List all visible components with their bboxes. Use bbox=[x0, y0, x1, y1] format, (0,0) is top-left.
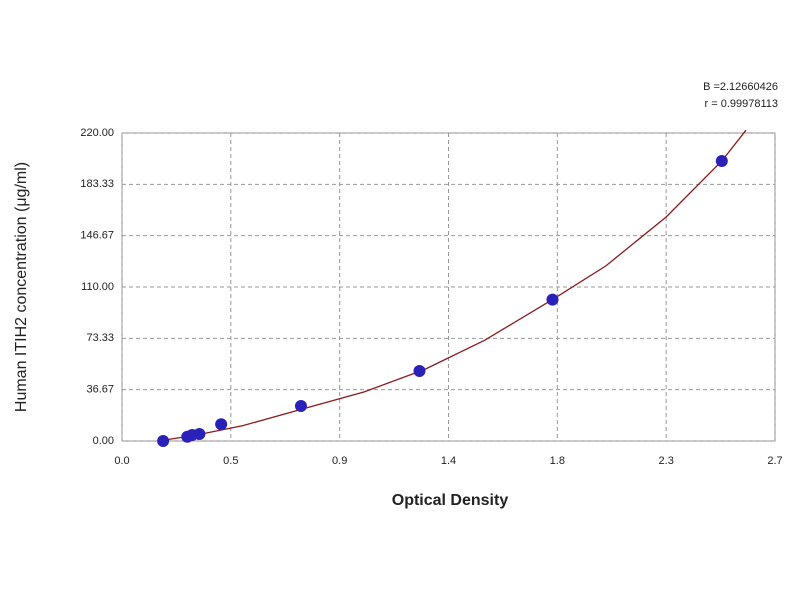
y-tick-label: 0.00 bbox=[93, 435, 114, 447]
x-axis-title: Optical Density bbox=[392, 492, 509, 509]
data-point bbox=[157, 435, 170, 447]
fit-curve bbox=[158, 129, 747, 442]
x-tick-label: 2.7 bbox=[767, 455, 782, 467]
data-point bbox=[413, 365, 426, 377]
y-tick-label: 183.33 bbox=[80, 178, 114, 190]
y-tick-label: 36.67 bbox=[86, 384, 114, 396]
annotation: r = 0.99978113 bbox=[705, 98, 779, 110]
x-tick-label: 0.0 bbox=[114, 455, 129, 467]
y-axis-title: Human ITIH2 concentration (μg/ml) bbox=[13, 162, 30, 412]
data-point bbox=[294, 400, 307, 412]
y-tick-label: 220.00 bbox=[80, 127, 114, 139]
x-tick-label: 1.8 bbox=[550, 455, 565, 467]
data-point bbox=[715, 155, 728, 167]
y-tick-label: 146.67 bbox=[80, 230, 114, 242]
data-point bbox=[193, 428, 206, 440]
x-tick-label: 2.3 bbox=[659, 455, 674, 467]
annotation: B =2.12660426 bbox=[703, 81, 778, 93]
y-tick-label: 73.33 bbox=[86, 332, 114, 344]
x-tick-label: 0.9 bbox=[332, 455, 347, 467]
x-tick-label: 0.5 bbox=[223, 455, 238, 467]
x-tick-label: 1.4 bbox=[441, 455, 456, 467]
data-point bbox=[546, 293, 559, 306]
data-point bbox=[215, 418, 228, 431]
y-tick-label: 110.00 bbox=[81, 281, 114, 293]
